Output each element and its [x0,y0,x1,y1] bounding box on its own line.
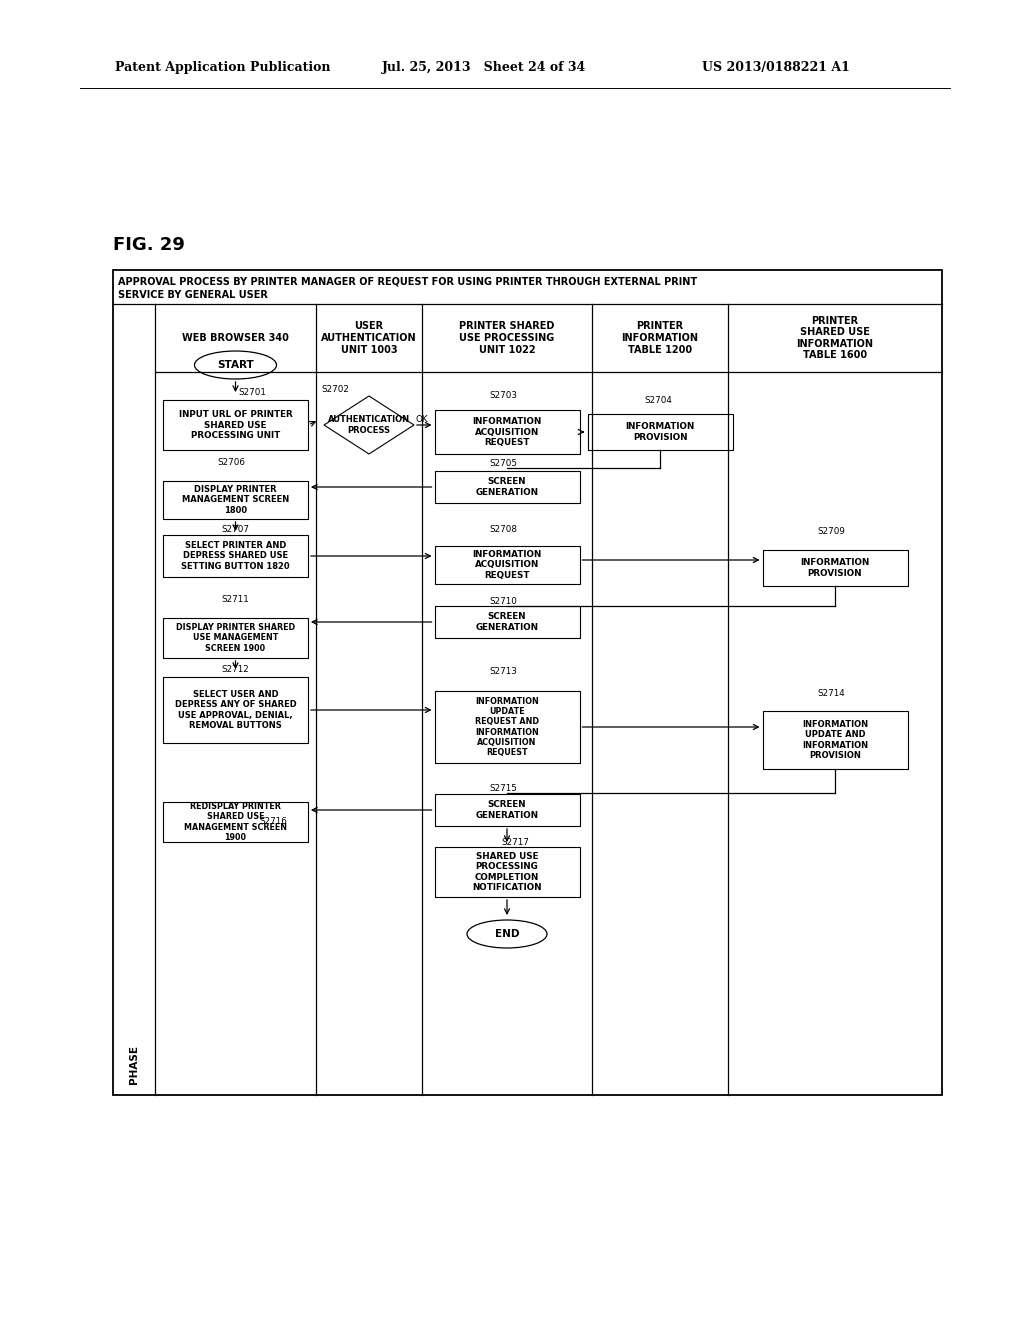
Bar [763,711,907,770]
Text: INFORMATION
PROVISION: INFORMATION PROVISION [626,422,694,442]
Bar [434,847,580,898]
Text: Patent Application Publication: Patent Application Publication [115,61,331,74]
Text: S2714: S2714 [817,689,845,698]
Text: S2717: S2717 [501,838,528,847]
Text: S2713: S2713 [489,667,517,676]
Text: SELECT USER AND
DEPRESS ANY OF SHARED
USE APPROVAL, DENIAL,
REMOVAL BUTTONS: SELECT USER AND DEPRESS ANY OF SHARED US… [175,690,296,730]
Text: INFORMATION
UPDATE
REQUEST AND
INFORMATION
ACQUISITION
REQUEST: INFORMATION UPDATE REQUEST AND INFORMATI… [475,697,539,758]
Bar [163,677,308,743]
Text: REDISPLAY PRINTER
SHARED USE
MANAGEMENT SCREEN
1900: REDISPLAY PRINTER SHARED USE MANAGEMENT … [184,801,287,842]
Text: S2707: S2707 [221,525,250,535]
Text: S2703: S2703 [489,391,517,400]
Text: S2715: S2715 [489,784,517,793]
Text: SCREEN
GENERATION: SCREEN GENERATION [475,800,539,820]
Text: S2716: S2716 [259,817,288,826]
Text: US 2013/0188221 A1: US 2013/0188221 A1 [702,61,850,74]
Text: S2711: S2711 [221,595,249,605]
Text: PRINTER SHARED
USE PROCESSING
UNIT 1022: PRINTER SHARED USE PROCESSING UNIT 1022 [460,321,555,355]
Text: SCREEN
GENERATION: SCREEN GENERATION [475,478,539,496]
Bar [163,535,308,577]
Text: PHASE: PHASE [129,1045,139,1085]
Text: START: START [217,360,254,370]
Text: S2712: S2712 [221,665,249,675]
Text: WEB BROWSER 340: WEB BROWSER 340 [182,333,289,343]
Text: INPUT URL OF PRINTER
SHARED USE
PROCESSING UNIT: INPUT URL OF PRINTER SHARED USE PROCESSI… [178,411,293,440]
Text: OK: OK [416,416,429,425]
Text: S2704: S2704 [644,396,672,405]
Text: Jul. 25, 2013   Sheet 24 of 34: Jul. 25, 2013 Sheet 24 of 34 [382,61,587,74]
Text: INFORMATION
PROVISION: INFORMATION PROVISION [801,558,869,578]
Text: SHARED USE
PROCESSING
COMPLETION
NOTIFICATION: SHARED USE PROCESSING COMPLETION NOTIFIC… [472,851,542,892]
Bar [434,546,580,583]
Text: S2702: S2702 [321,385,349,393]
Text: INFORMATION
ACQUISITION
REQUEST: INFORMATION ACQUISITION REQUEST [472,417,542,447]
Bar [163,803,308,842]
Text: AUTHENTICATION
PROCESS: AUTHENTICATION PROCESS [328,416,410,434]
Bar [434,690,580,763]
Text: INFORMATION
ACQUISITION
REQUEST: INFORMATION ACQUISITION REQUEST [472,550,542,579]
Bar [434,606,580,638]
Bar [763,550,907,586]
Bar [163,618,308,657]
Bar [434,411,580,454]
Bar [588,414,732,450]
Text: SERVICE BY GENERAL USER: SERVICE BY GENERAL USER [118,290,268,301]
Text: FIG. 29: FIG. 29 [113,236,185,253]
Bar [113,271,942,1096]
Text: USER
AUTHENTICATION
UNIT 1003: USER AUTHENTICATION UNIT 1003 [322,321,417,355]
Text: DISPLAY PRINTER SHARED
USE MANAGEMENT
SCREEN 1900: DISPLAY PRINTER SHARED USE MANAGEMENT SC… [176,623,295,653]
Text: S2706: S2706 [217,458,246,467]
Bar [434,471,580,503]
Text: PRINTER
INFORMATION
TABLE 1200: PRINTER INFORMATION TABLE 1200 [622,321,698,355]
Text: PRINTER
SHARED USE
INFORMATION
TABLE 1600: PRINTER SHARED USE INFORMATION TABLE 160… [797,315,873,360]
Text: S2705: S2705 [489,459,517,469]
Bar [163,400,308,450]
Bar [434,795,580,826]
Text: S2701: S2701 [239,388,266,397]
Text: SELECT PRINTER AND
DEPRESS SHARED USE
SETTING BUTTON 1820: SELECT PRINTER AND DEPRESS SHARED USE SE… [181,541,290,570]
Bar [163,480,308,519]
Text: S2709: S2709 [817,527,845,536]
Text: INFORMATION
UPDATE AND
INFORMATION
PROVISION: INFORMATION UPDATE AND INFORMATION PROVI… [802,719,868,760]
Text: DISPLAY PRINTER
MANAGEMENT SCREEN
1800: DISPLAY PRINTER MANAGEMENT SCREEN 1800 [182,486,289,515]
Text: S2708: S2708 [489,525,517,535]
Text: APPROVAL PROCESS BY PRINTER MANAGER OF REQUEST FOR USING PRINTER THROUGH EXTERNA: APPROVAL PROCESS BY PRINTER MANAGER OF R… [118,277,697,286]
Text: END: END [495,929,519,939]
Text: SCREEN
GENERATION: SCREEN GENERATION [475,612,539,632]
Text: S2710: S2710 [489,597,517,606]
